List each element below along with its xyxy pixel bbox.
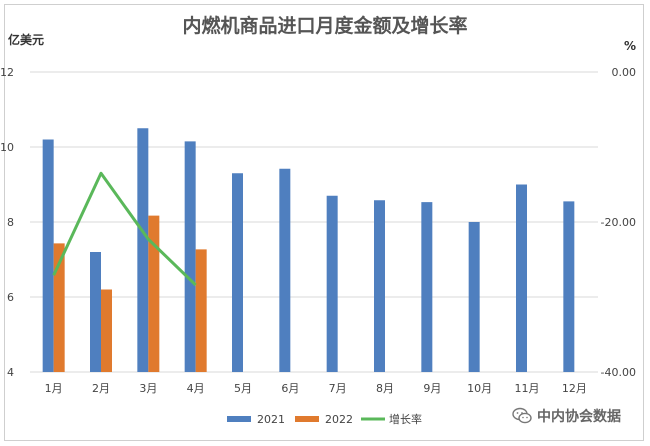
left-axis-unit: 亿美元 (8, 32, 44, 47)
wechat-icon (512, 407, 532, 425)
bar-2021-11月 (516, 184, 527, 372)
watermark-text: 中内协会数据 (537, 409, 621, 425)
left-axis-ticks: 4 6 8 10 12 (0, 66, 14, 379)
left-tick-label: 12 (0, 66, 14, 79)
bar-2021-3月 (137, 128, 149, 372)
x-tick-label: 5月 (234, 382, 252, 395)
left-tick-label: 4 (7, 366, 14, 379)
watermark: 中内协会数据 (512, 404, 621, 428)
right-tick-label: -20.00 (601, 216, 636, 229)
x-tick-label: 9月 (423, 382, 441, 395)
x-tick-label: 7月 (329, 382, 347, 395)
bar-2021-10月 (468, 222, 480, 372)
bar-2021-5月 (232, 173, 243, 372)
legend-label-增长率: 增长率 (389, 412, 422, 426)
bar-2021-7月 (326, 195, 338, 372)
growth-line-series (52, 171, 197, 287)
bar-2021-12月 (563, 201, 575, 372)
x-tick-label: 12月 (562, 382, 587, 395)
line-增长率 (52, 171, 197, 287)
x-tick-label: 11月 (515, 382, 540, 395)
bar-2021-1月 (42, 139, 54, 372)
left-tick-label: 8 (7, 216, 14, 229)
bar-2021-2月 (90, 252, 101, 372)
x-tick-label: 6月 (281, 382, 299, 395)
left-tick-label: 10 (0, 141, 14, 154)
bar-2021-9月 (421, 202, 433, 372)
legend-swatch-2021 (227, 416, 251, 422)
right-axis-unit: % (624, 39, 636, 53)
bar-2021-8月 (374, 200, 385, 372)
right-tick-label: 0.00 (612, 66, 637, 79)
x-tick-label: 1月 (45, 382, 63, 395)
right-axis-ticks: 0.00 -20.00 -40.00 (601, 66, 636, 379)
x-tick-label: 4月 (187, 382, 205, 395)
bar-2022-2月 (101, 289, 112, 372)
legend-swatch-2022 (295, 416, 319, 422)
bar-2021-4月 (184, 141, 196, 372)
legend-label-2022: 2022 (325, 413, 353, 426)
x-tick-label: 8月 (376, 382, 394, 395)
chart-title: 内燃机商品进口月度金额及增长率 (182, 14, 467, 37)
x-tick-label: 2月 (92, 382, 110, 395)
bar-2021-6月 (279, 168, 291, 372)
left-tick-label: 6 (7, 291, 14, 304)
gridlines (30, 71, 598, 373)
legend: 2021 2022 增长率 (227, 412, 422, 426)
x-tick-label: 3月 (139, 382, 157, 395)
bars (42, 128, 575, 372)
x-tick-label: 10月 (467, 382, 492, 395)
right-tick-label: -40.00 (601, 366, 636, 379)
x-axis-ticks: 1月 2月 3月 4月 5月 6月 7月 8月 9月 10月 11月 12月 (45, 382, 587, 395)
bar-2022-4月 (195, 249, 207, 372)
bar-2022-3月 (148, 215, 160, 372)
bar-2022-1月 (53, 243, 65, 372)
legend-label-2021: 2021 (257, 413, 285, 426)
